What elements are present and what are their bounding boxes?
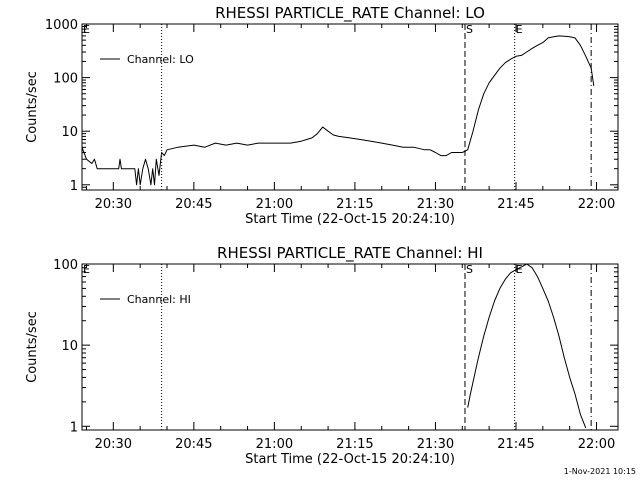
y-axis-label: Counts/sec <box>25 71 40 143</box>
plot-frame <box>81 263 619 431</box>
x-axis-label: Start Time (22-Oct-15 20:24:10) <box>245 212 455 227</box>
x-tick-label: 20:45 <box>175 437 212 452</box>
legend-entry: Channel: LO <box>127 53 194 66</box>
x-tick-label: 22:00 <box>578 437 615 452</box>
event-marker-label: E <box>516 263 523 276</box>
corner-marker-label: E <box>83 23 90 36</box>
x-tick-label: 21:15 <box>336 197 373 212</box>
series-line <box>81 35 595 186</box>
event-marker-label: S <box>466 23 473 36</box>
x-tick-label: 21:30 <box>417 437 454 452</box>
chart-title: RHESSI PARTICLE_RATE Channel: LO <box>215 4 485 23</box>
y-tick-label: 1000 <box>45 18 78 33</box>
y-axis-label: Counts/sec <box>25 311 40 383</box>
x-tick-label: 22:00 <box>578 197 615 212</box>
chart-title: RHESSI PARTICLE_RATE Channel: HI <box>217 244 483 263</box>
footer-timestamp: 1-Nov-2021 10:15 <box>564 467 636 476</box>
legend-entry: Channel: HI <box>127 293 191 306</box>
x-tick-label: 21:15 <box>336 437 373 452</box>
y-tick-label: 100 <box>53 72 78 87</box>
x-tick-label: 21:00 <box>256 197 293 212</box>
x-tick-label: 21:30 <box>417 197 454 212</box>
series-line <box>467 263 587 429</box>
y-tick-label: 10 <box>61 339 78 354</box>
plot-frame <box>81 23 619 191</box>
x-tick-label: 21:45 <box>497 197 534 212</box>
y-tick-label: 1 <box>70 420 78 435</box>
chart-hi-channel: RHESSI PARTICLE_RATE Channel: HI Start Ti… <box>25 244 619 467</box>
x-tick-label: 20:30 <box>95 197 132 212</box>
event-marker-label: E <box>516 23 523 36</box>
y-tick-label: 1 <box>70 179 78 194</box>
x-tick-label: 20:45 <box>175 197 212 212</box>
corner-marker-label: E <box>83 263 90 276</box>
y-tick-label: 100 <box>53 258 78 273</box>
x-tick-label: 21:00 <box>256 437 293 452</box>
chart-lo-channel: RHESSI PARTICLE_RATE Channel: LO Start Ti… <box>25 4 619 227</box>
event-marker-label: S <box>466 263 473 276</box>
x-tick-label: 20:30 <box>95 437 132 452</box>
x-axis-label: Start Time (22-Oct-15 20:24:10) <box>245 452 455 467</box>
x-tick-label: 21:45 <box>497 437 534 452</box>
y-tick-label: 10 <box>61 125 78 140</box>
